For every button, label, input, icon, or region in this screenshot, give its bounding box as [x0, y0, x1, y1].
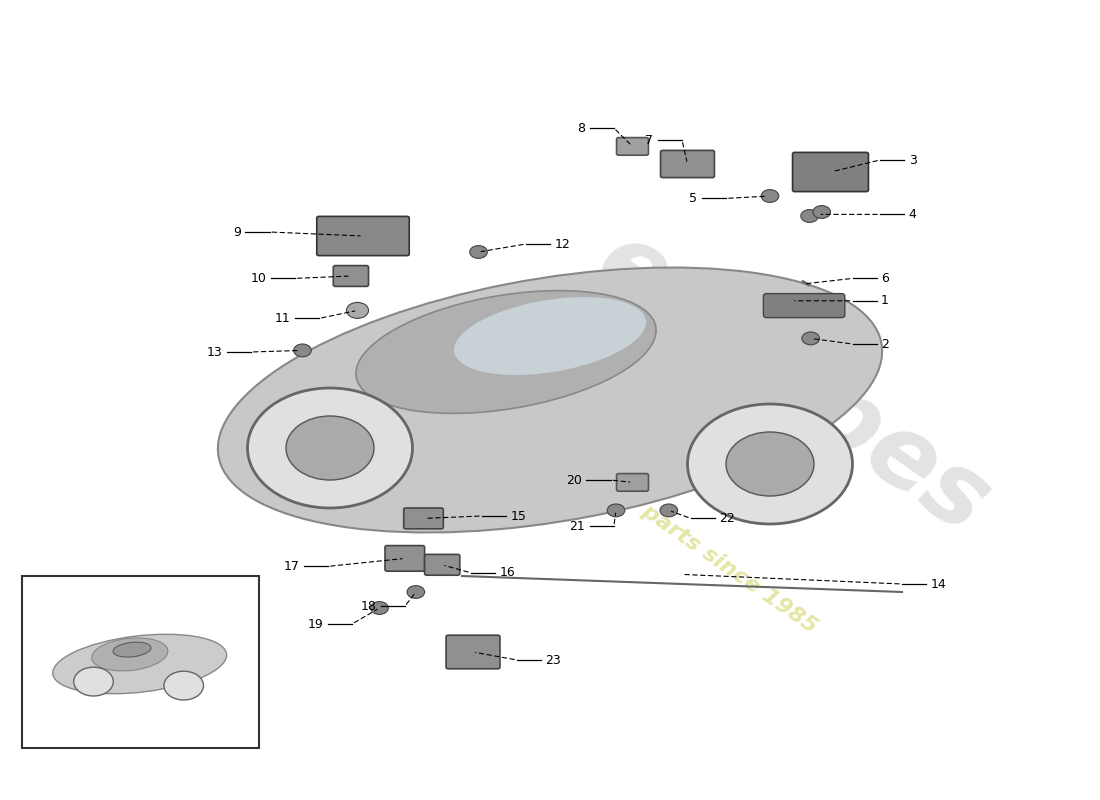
Text: 4: 4 — [909, 208, 916, 221]
Text: 12: 12 — [554, 238, 570, 250]
Text: 17: 17 — [284, 560, 299, 573]
Circle shape — [726, 432, 814, 496]
FancyBboxPatch shape — [385, 546, 425, 571]
Circle shape — [801, 210, 818, 222]
Circle shape — [688, 404, 852, 524]
Text: 9: 9 — [233, 226, 241, 238]
Circle shape — [660, 504, 678, 517]
FancyBboxPatch shape — [616, 474, 649, 491]
Ellipse shape — [53, 634, 227, 694]
FancyBboxPatch shape — [616, 138, 649, 155]
FancyBboxPatch shape — [763, 294, 845, 318]
Circle shape — [371, 602, 388, 614]
Text: 14: 14 — [931, 578, 946, 590]
Ellipse shape — [356, 290, 656, 414]
Text: a passion for parts since 1985: a passion for parts since 1985 — [499, 403, 821, 637]
Text: 3: 3 — [909, 154, 916, 166]
Text: 11: 11 — [275, 312, 290, 325]
Text: 6: 6 — [881, 272, 889, 285]
Text: 23: 23 — [546, 654, 561, 666]
Ellipse shape — [113, 642, 151, 657]
Text: 10: 10 — [251, 272, 266, 285]
Circle shape — [813, 206, 830, 218]
Text: 18: 18 — [361, 600, 376, 613]
Circle shape — [346, 302, 368, 318]
Circle shape — [761, 190, 779, 202]
Text: 2: 2 — [881, 338, 889, 350]
Circle shape — [294, 344, 311, 357]
Circle shape — [164, 671, 204, 700]
Text: 8: 8 — [578, 122, 585, 134]
Text: 5: 5 — [690, 192, 697, 205]
Circle shape — [802, 332, 820, 345]
Text: 1: 1 — [881, 294, 889, 307]
Circle shape — [607, 504, 625, 517]
FancyBboxPatch shape — [425, 554, 460, 575]
Circle shape — [286, 416, 374, 480]
FancyBboxPatch shape — [404, 508, 443, 529]
Ellipse shape — [218, 267, 882, 533]
Text: europes: europes — [578, 214, 1006, 554]
Circle shape — [248, 388, 412, 508]
Circle shape — [74, 667, 113, 696]
FancyBboxPatch shape — [447, 635, 499, 669]
Ellipse shape — [453, 297, 647, 375]
FancyBboxPatch shape — [333, 266, 369, 286]
FancyBboxPatch shape — [317, 216, 409, 255]
FancyBboxPatch shape — [792, 152, 869, 192]
Circle shape — [407, 586, 425, 598]
Text: 22: 22 — [719, 512, 735, 525]
Text: 20: 20 — [566, 474, 582, 486]
Text: 19: 19 — [308, 618, 323, 630]
Circle shape — [470, 246, 487, 258]
Text: 7: 7 — [646, 134, 653, 146]
Text: 21: 21 — [570, 520, 585, 533]
FancyBboxPatch shape — [660, 150, 715, 178]
Text: 13: 13 — [207, 346, 222, 358]
Ellipse shape — [91, 638, 168, 671]
Text: 16: 16 — [499, 566, 515, 579]
FancyBboxPatch shape — [22, 576, 258, 748]
Text: 15: 15 — [510, 510, 526, 522]
